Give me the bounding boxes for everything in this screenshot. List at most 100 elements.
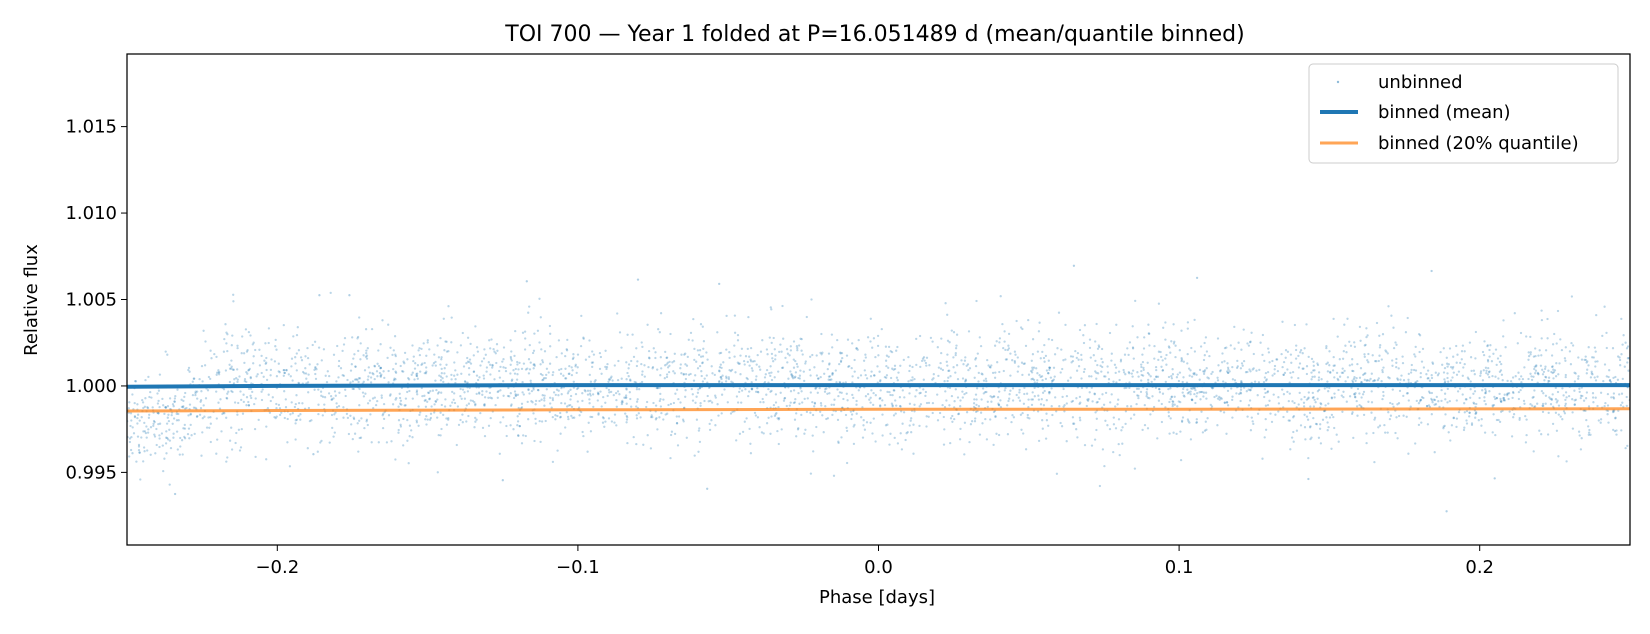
scatter-point [208, 426, 211, 429]
scatter-point [772, 336, 775, 340]
scatter-point [275, 348, 278, 351]
scatter-point [1406, 392, 1409, 395]
scatter-point [665, 356, 668, 360]
scatter-point [1392, 326, 1395, 329]
scatter-point [426, 341, 429, 344]
scatter-point [811, 413, 815, 417]
scatter-point [440, 403, 443, 407]
x-tick-label: 0.0 [864, 557, 893, 578]
scatter-point [1342, 395, 1345, 399]
scatter-point [624, 394, 628, 397]
scatter-point [502, 380, 505, 383]
scatter-point [1038, 321, 1041, 324]
scatter-point [1455, 344, 1458, 348]
scatter-point [564, 377, 567, 380]
scatter-point [183, 423, 186, 427]
scatter-point [1182, 360, 1185, 363]
scatter-point [777, 417, 781, 420]
scatter-point [636, 360, 639, 363]
scatter-point [1470, 369, 1473, 373]
scatter-point [1193, 373, 1196, 376]
scatter-point [1551, 365, 1554, 368]
scatter-point [593, 387, 596, 390]
scatter-point [1351, 369, 1354, 373]
scatter-point [886, 390, 889, 394]
scatter-point [1094, 340, 1097, 343]
scatter-point [655, 386, 658, 390]
scatter-point [892, 414, 896, 417]
scatter-point [895, 404, 898, 407]
scatter-point [1380, 358, 1383, 361]
scatter-point [1128, 341, 1132, 344]
scatter-point [625, 418, 629, 421]
scatter-point [889, 376, 893, 380]
scatter-point [1147, 332, 1150, 335]
scatter-point [207, 416, 210, 419]
scatter-point [1506, 379, 1509, 383]
scatter-point [1593, 346, 1597, 349]
scatter-point [246, 372, 249, 375]
scatter-point [1239, 399, 1242, 403]
scatter-point [1133, 390, 1136, 394]
scatter-point [1056, 347, 1059, 350]
scatter-point [493, 350, 496, 353]
scatter-point [928, 364, 931, 367]
scatter-point [720, 412, 723, 415]
scatter-point [1262, 380, 1266, 384]
scatter-point [1131, 375, 1134, 378]
scatter-point [445, 350, 449, 353]
scatter-point [662, 398, 665, 401]
scatter-point [450, 378, 453, 381]
scatter-point [231, 390, 234, 394]
scatter-point [1299, 424, 1303, 427]
scatter-point [629, 379, 632, 382]
scatter-point [220, 430, 223, 433]
scatter-point [1216, 424, 1219, 427]
scatter-point [986, 405, 989, 409]
scatter-point [659, 405, 663, 408]
scatter-point [543, 399, 546, 402]
scatter-point [911, 379, 914, 382]
scatter-point [549, 396, 552, 399]
scatter-point [397, 428, 400, 432]
scatter-point [1534, 369, 1538, 372]
scatter-point [512, 428, 515, 431]
scatter-point [217, 401, 220, 404]
scatter-point [253, 427, 257, 431]
scatter-point [456, 351, 459, 354]
scatter-point [1604, 401, 1607, 405]
scatter-point [415, 372, 419, 375]
scatter-point [394, 362, 398, 365]
scatter-point [289, 375, 292, 378]
scatter-point [1203, 429, 1207, 432]
scatter-point [1472, 392, 1475, 395]
scatter-point [768, 336, 771, 339]
scatter-point [1330, 413, 1334, 417]
scatter-point [1462, 366, 1465, 369]
scatter-point [1542, 392, 1545, 395]
scatter-point [960, 359, 963, 362]
scatter-point [1387, 305, 1390, 308]
scatter-point [738, 432, 742, 435]
scatter-point [817, 377, 820, 380]
scatter-point [782, 337, 785, 340]
scatter-point [489, 347, 492, 350]
scatter-point [1587, 425, 1590, 428]
scatter-point [436, 392, 440, 395]
scatter-point [620, 377, 623, 380]
scatter-point [887, 366, 890, 369]
scatter-point [529, 361, 532, 364]
scatter-point [822, 431, 825, 434]
scatter-point [1233, 379, 1237, 382]
scatter-point [1143, 336, 1146, 339]
scatter-point [618, 393, 621, 396]
scatter-point [556, 449, 559, 452]
scatter-point [1282, 415, 1285, 419]
scatter-point [365, 357, 369, 360]
scatter-point [459, 387, 462, 391]
scatter-point [514, 329, 517, 333]
scatter-point [812, 450, 815, 453]
scatter-point [506, 394, 510, 398]
scatter-point [294, 422, 297, 425]
scatter-point [1305, 372, 1309, 376]
